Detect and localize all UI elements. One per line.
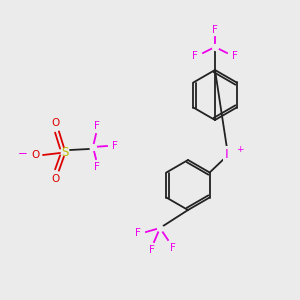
Text: S: S [61, 146, 69, 158]
Text: F: F [112, 141, 118, 151]
Point [91, 145, 95, 149]
Text: F: F [212, 25, 218, 35]
Text: F: F [192, 51, 198, 61]
Text: O: O [52, 174, 60, 184]
Text: O: O [31, 150, 39, 160]
Point [213, 45, 218, 50]
Text: F: F [94, 121, 100, 131]
Text: F: F [149, 245, 155, 255]
Text: O: O [52, 118, 60, 128]
Text: I: I [226, 148, 230, 161]
Text: F: F [232, 51, 238, 61]
Text: I: I [225, 148, 229, 161]
Text: F: F [170, 243, 176, 253]
Point [158, 226, 162, 230]
Text: F: F [135, 228, 141, 238]
Text: −: − [18, 146, 28, 160]
Text: +: + [236, 146, 244, 154]
Text: F: F [94, 162, 100, 172]
